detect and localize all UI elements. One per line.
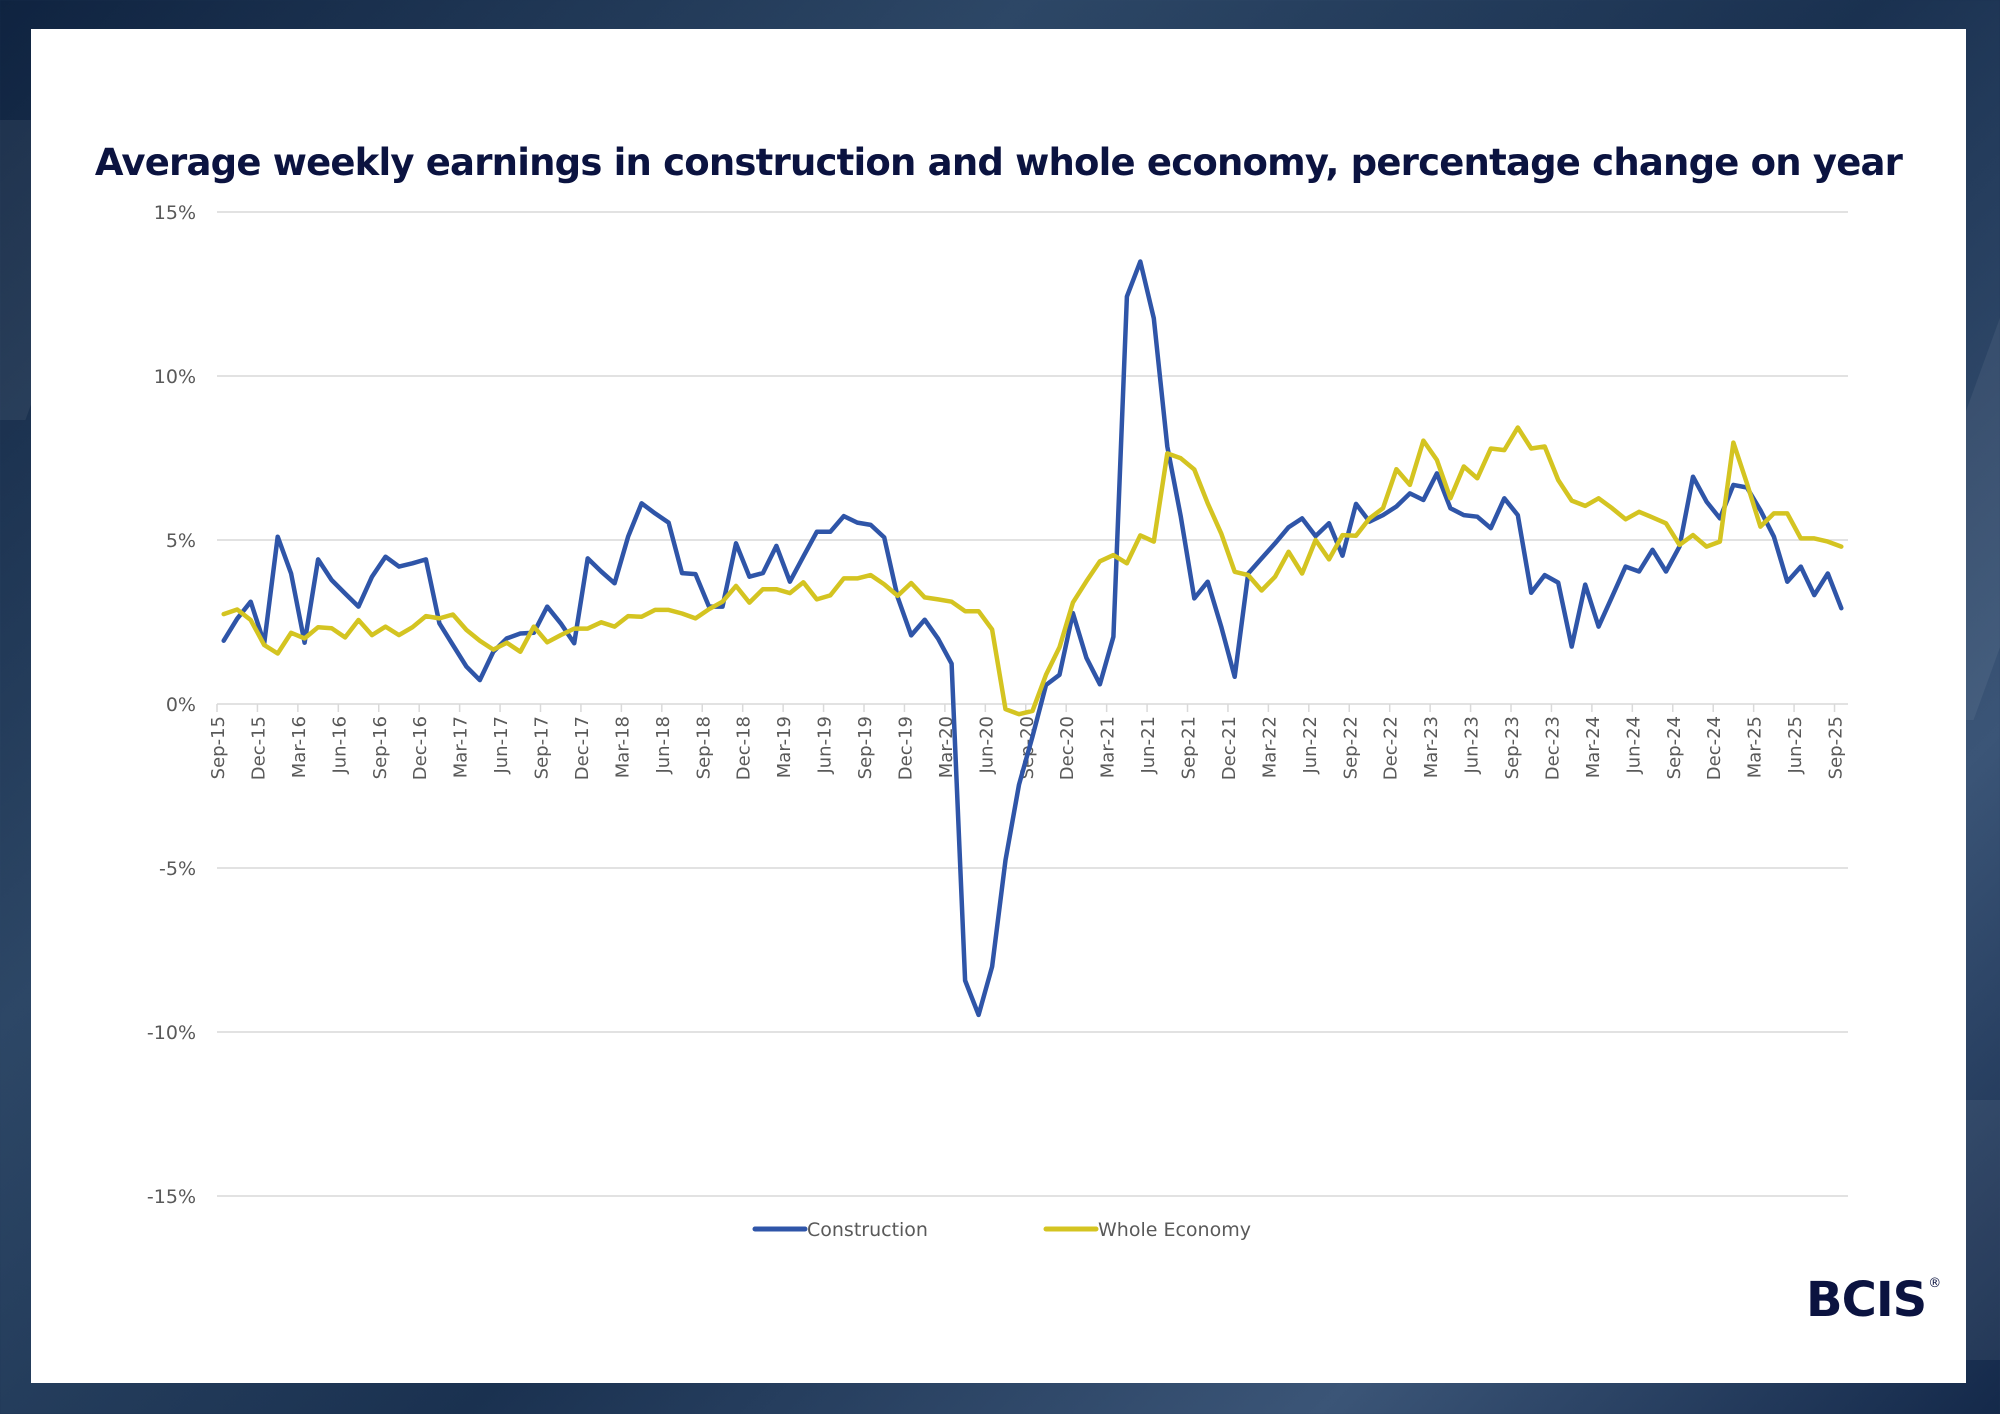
x-tick-label: Jun-19 xyxy=(815,716,836,775)
y-tick-label: 10% xyxy=(154,366,196,388)
x-tick-label: Dec-19 xyxy=(895,716,916,780)
gridlines xyxy=(217,211,1848,1197)
x-axis: Sep-15 Dec-15 Mar-16 Jun-16 Sep-16 Dec-16 Mar-… xyxy=(208,703,1848,780)
x-tick-label: Jun-16 xyxy=(329,716,350,775)
x-tick-label: Mar-19 xyxy=(774,716,795,778)
x-tick-label: Mar-25 xyxy=(1745,716,1766,778)
y-axis-tick-labels: 15% 10% 5% 0% -5% -10% -15% xyxy=(147,202,196,1208)
series-line-whole-economy xyxy=(221,425,1844,717)
x-tick-label: Dec-23 xyxy=(1542,716,1563,780)
y-tick-label: -15% xyxy=(147,1186,196,1208)
chart-card: Average weekly earnings in construction … xyxy=(31,29,1966,1383)
x-tick-label: Mar-21 xyxy=(1098,716,1119,778)
x-tick-label: Sep-19 xyxy=(855,716,876,779)
chart-title: Average weekly earnings in construction … xyxy=(94,141,1903,184)
x-tick-label: Jun-25 xyxy=(1785,716,1806,775)
legend-label: Construction xyxy=(807,1219,928,1241)
x-tick-label: Mar-17 xyxy=(451,716,472,778)
x-tick-label: Dec-15 xyxy=(248,716,269,780)
x-tick-label: Sep-15 xyxy=(208,716,229,779)
x-tick-label: Sep-21 xyxy=(1179,716,1200,779)
x-tick-label: Jun-22 xyxy=(1300,716,1321,775)
x-tick-label: Jun-23 xyxy=(1462,716,1483,775)
x-tick-label: Sep-23 xyxy=(1502,716,1523,779)
x-tick-label: Dec-18 xyxy=(734,716,755,780)
x-tick-label: Dec-17 xyxy=(572,716,593,780)
logo-text: BCIS xyxy=(1806,1272,1927,1328)
x-tick-label: Mar-24 xyxy=(1583,716,1604,778)
series-line-construction xyxy=(221,259,1844,1018)
x-tick-label: Dec-24 xyxy=(1704,716,1725,780)
x-tick-label: Sep-18 xyxy=(693,716,714,779)
legend: Construction Whole Economy xyxy=(752,1219,1251,1241)
x-tick-label: Sep-24 xyxy=(1664,716,1685,779)
bcis-logo: BCIS ® xyxy=(1806,1272,1941,1328)
x-tick-label: Jun-18 xyxy=(653,716,674,775)
x-tick-label: Mar-20 xyxy=(936,716,957,778)
x-tick-label: Jun-17 xyxy=(491,716,512,775)
y-tick-label: 5% xyxy=(166,530,196,552)
x-tick-label: Sep-17 xyxy=(532,716,553,779)
y-tick-label: 0% xyxy=(166,694,196,716)
x-tick-label: Mar-16 xyxy=(289,716,310,778)
x-tick-label: Mar-23 xyxy=(1421,716,1442,778)
x-tick-label: Dec-21 xyxy=(1219,716,1240,780)
x-tick-label: Sep-22 xyxy=(1340,716,1361,779)
x-tick-label: Mar-22 xyxy=(1259,716,1280,778)
x-tick-label: Mar-18 xyxy=(612,716,633,778)
registered-mark: ® xyxy=(1928,1276,1941,1291)
x-tick-label: Dec-20 xyxy=(1057,716,1078,780)
series-lines xyxy=(221,259,1844,1018)
x-tick-label: Sep-16 xyxy=(370,716,391,779)
y-tick-label: 15% xyxy=(154,202,196,224)
y-tick-label: -5% xyxy=(159,858,196,880)
x-tick-label: Jun-21 xyxy=(1138,716,1159,775)
x-tick-label: Dec-22 xyxy=(1381,716,1402,780)
x-tick-label: Jun-20 xyxy=(976,716,997,775)
x-tick-label: Sep-25 xyxy=(1826,716,1847,779)
x-tick-label: Jun-24 xyxy=(1623,716,1644,775)
x-tick-label: Dec-16 xyxy=(410,716,431,780)
y-tick-label: -10% xyxy=(147,1022,196,1044)
legend-label: Whole Economy xyxy=(1098,1219,1251,1241)
